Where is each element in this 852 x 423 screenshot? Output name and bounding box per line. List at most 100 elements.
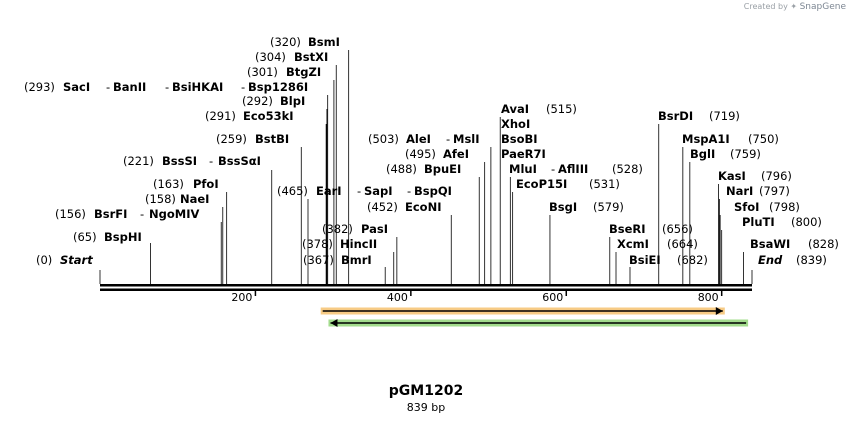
site-position: (579) bbox=[593, 200, 624, 214]
site-position: (367) bbox=[303, 253, 334, 267]
site-position: (503) bbox=[368, 132, 399, 146]
orange-feature-arrow[interactable] bbox=[320, 307, 725, 315]
site-label-bstxi[interactable]: (304) BstXI bbox=[255, 50, 328, 64]
site-label-blpi[interactable]: (292) BlpI bbox=[242, 94, 305, 108]
enzyme-name: SapI bbox=[364, 184, 393, 198]
separator: - bbox=[407, 184, 411, 198]
site-position: (65) bbox=[73, 230, 97, 244]
enzyme-name: Bsp1286I bbox=[248, 80, 308, 94]
site-position: (301) bbox=[247, 65, 278, 79]
site-label-bmri[interactable]: (367) BmrI bbox=[303, 253, 372, 267]
ruler-tick-label: 600 bbox=[542, 291, 563, 304]
site-label-eari[interactable]: (465) EarI - SapI - BspQI bbox=[277, 184, 452, 198]
enzyme-name: Eco53kI bbox=[243, 109, 294, 123]
enzyme-name: PasI bbox=[361, 222, 388, 236]
site-label-start[interactable]: (0) Start bbox=[36, 253, 93, 267]
enzyme-name: EcoP15I bbox=[516, 177, 567, 191]
site-position: (828) bbox=[808, 237, 839, 251]
site-position: (719) bbox=[709, 109, 740, 123]
site-label-end[interactable]: (839) End bbox=[758, 253, 827, 267]
enzyme-name: MluI bbox=[509, 162, 537, 176]
site-position: (664) bbox=[667, 237, 698, 251]
site-label-alei[interactable]: (503) AleI - MslI bbox=[368, 132, 480, 146]
site-label-bsiei[interactable]: (682) BsiEI bbox=[629, 253, 708, 267]
enzyme-name: PaeR7I bbox=[501, 147, 546, 161]
site-position: (259) bbox=[216, 132, 247, 146]
site-label-mlui[interactable]: (528) MluI - AflIII bbox=[509, 162, 643, 176]
ruler-tick-label: 200 bbox=[231, 291, 252, 304]
site-position: (320) bbox=[270, 35, 301, 49]
separator: - bbox=[446, 132, 450, 146]
site-label-sfoi[interactable]: (798) SfoI bbox=[734, 200, 800, 214]
enzyme-name: BtgZI bbox=[286, 65, 321, 79]
site-label-kasi[interactable]: (796) KasI bbox=[718, 169, 792, 183]
enzyme-name: NgoMIV bbox=[149, 207, 199, 221]
site-label-nari[interactable]: (797) NarI bbox=[726, 184, 790, 198]
site-label-bsawi[interactable]: (828) BsaWI bbox=[750, 237, 839, 251]
enzyme-name: EarI bbox=[316, 184, 342, 198]
site-position: (531) bbox=[589, 177, 620, 191]
enzyme-name: AflIII bbox=[558, 162, 588, 176]
enzyme-name: NarI bbox=[726, 184, 753, 198]
enzyme-name: XhoI bbox=[501, 117, 530, 131]
features bbox=[320, 307, 749, 327]
site-position: (452) bbox=[367, 200, 398, 214]
enzyme-name: EcoNI bbox=[405, 200, 441, 214]
site-label-pfoi[interactable]: (163) PfoI bbox=[153, 177, 219, 191]
site-label-pasi[interactable]: (382) PasI bbox=[322, 222, 388, 236]
enzyme-name: BsgI bbox=[549, 200, 577, 214]
site-position: (158) bbox=[145, 192, 176, 206]
site-label-ecop15i[interactable]: (531) EcoP15I bbox=[516, 177, 620, 191]
site-label-bstbi[interactable]: (259) BstBI bbox=[216, 132, 289, 146]
enzyme-name: AvaI bbox=[501, 102, 529, 116]
enzyme-name: BstXI bbox=[294, 50, 328, 64]
site-label-bsphi[interactable]: (65) BspHI bbox=[73, 230, 142, 244]
site-label-pluti[interactable]: (800) PluTI bbox=[742, 215, 822, 229]
site-label-naei[interactable]: (158) NaeI bbox=[145, 192, 209, 206]
site-position: (750) bbox=[748, 132, 779, 146]
site-position: (304) bbox=[255, 50, 286, 64]
enzyme-name: MslI bbox=[453, 132, 480, 146]
site-connectors bbox=[99, 50, 753, 284]
site-position: (682) bbox=[677, 253, 708, 267]
site-position: (839) bbox=[796, 253, 827, 267]
enzyme-name: BssSαI bbox=[218, 154, 261, 168]
site-label-bgli[interactable]: (759) BglI bbox=[690, 147, 761, 161]
site-label-btgzi[interactable]: (301) BtgZI bbox=[247, 65, 321, 79]
site-labels: (0) Start(65) BspHI(156) BsrFI - NgoMIV(158) N… bbox=[24, 35, 839, 267]
site-label-hincii[interactable]: (378) HincII bbox=[302, 237, 377, 251]
site-label-eco53ki[interactable]: (291) Eco53kI bbox=[205, 109, 294, 123]
site-label-xcmi[interactable]: (664) XcmI bbox=[617, 237, 698, 251]
site-position: (292) bbox=[242, 94, 273, 108]
site-label-saci[interactable]: (293) SacI - BanII - BsiHKAI - Bsp1286I bbox=[24, 80, 308, 94]
site-label-bsmi[interactable]: (320) BsmI bbox=[270, 35, 340, 49]
green-feature-arrow[interactable] bbox=[328, 319, 749, 327]
site-position: (221) bbox=[123, 154, 154, 168]
site-position: (797) bbox=[759, 184, 790, 198]
plasmid-length: 839 bp bbox=[406, 401, 446, 414]
site-position: (156) bbox=[55, 207, 86, 221]
site-label-bsrfi[interactable]: (156) BsrFI - NgoMIV bbox=[55, 207, 199, 221]
enzyme-name: BsiEI bbox=[629, 253, 661, 267]
site-label-bsssi[interactable]: (221) BssSI - BssSαI bbox=[123, 154, 261, 168]
site-position: (798) bbox=[769, 200, 800, 214]
site-position: (515) bbox=[546, 102, 577, 116]
site-label-bpuei[interactable]: (488) BpuEI bbox=[386, 162, 461, 176]
site-position: (378) bbox=[302, 237, 333, 251]
site-label-mspa1i[interactable]: (750) MspA1I bbox=[682, 132, 779, 146]
site-position: (465) bbox=[277, 184, 308, 198]
site-position: (291) bbox=[205, 109, 236, 123]
site-position: (528) bbox=[612, 162, 643, 176]
site-label-econi[interactable]: (452) EcoNI bbox=[367, 200, 441, 214]
site-label-bseri[interactable]: (656) BseRI bbox=[609, 222, 693, 236]
separator: - bbox=[551, 162, 555, 176]
plasmid-name: pGM1202 bbox=[388, 383, 464, 399]
site-label-afei[interactable]: (495) AfeI bbox=[405, 147, 469, 161]
site-label-bsrdi[interactable]: (719) BsrDI bbox=[658, 109, 740, 123]
enzyme-name: BpuEI bbox=[424, 162, 461, 176]
enzyme-name: SfoI bbox=[734, 200, 759, 214]
enzyme-name: BssSI bbox=[162, 154, 197, 168]
site-label-bsgi[interactable]: (579) BsgI bbox=[549, 200, 624, 214]
enzyme-name: BspQI bbox=[414, 184, 452, 198]
